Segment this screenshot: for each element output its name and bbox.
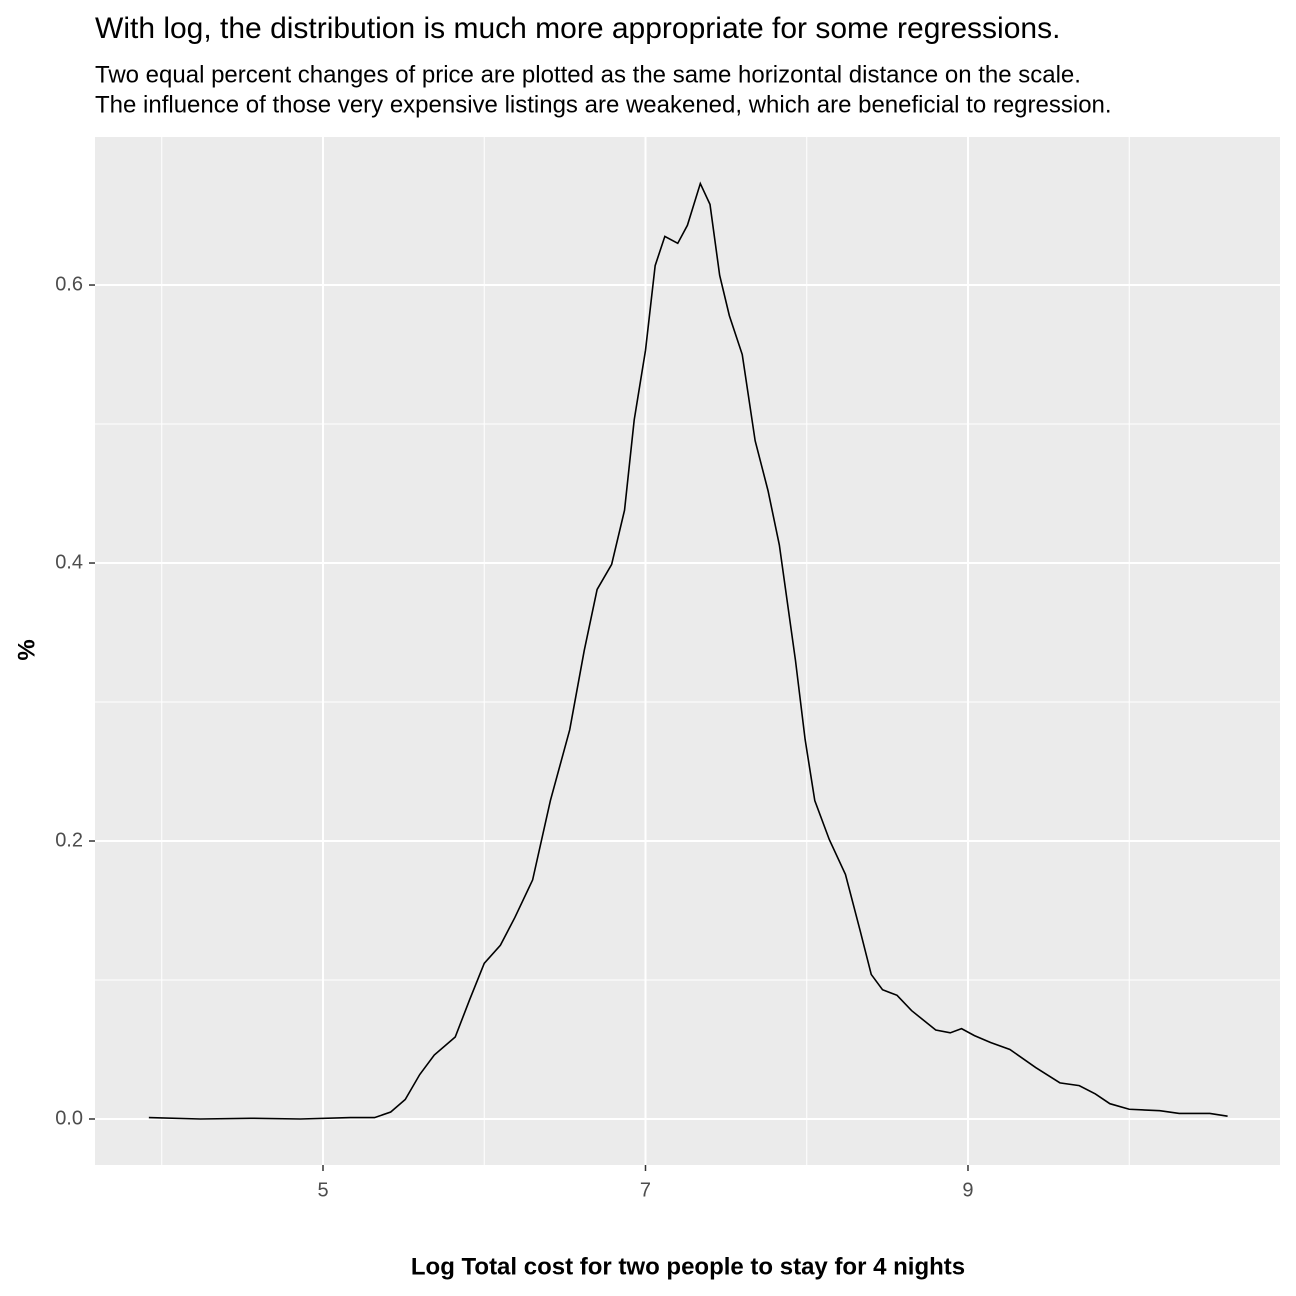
y-tick-label: 0.0: [55, 1107, 83, 1129]
x-tick-label: 5: [317, 1179, 328, 1201]
chart-title: With log, the distribution is much more …: [95, 12, 1060, 45]
y-axis-label: %: [13, 639, 40, 660]
x-axis-label: Log Total cost for two people to stay fo…: [411, 1253, 965, 1280]
chart-subtitle: Two equal percent changes of price are p…: [95, 61, 1081, 88]
x-tick-label: 9: [962, 1179, 973, 1201]
y-tick-label: 0.6: [55, 273, 83, 295]
y-tick-label: 0.2: [55, 829, 83, 851]
density-line: [148, 181, 1228, 1120]
y-tick-label: 0.4: [55, 551, 83, 573]
plot-panel: [95, 137, 1280, 1165]
chart-subtitle: The influence of those very expensive li…: [95, 91, 1112, 118]
x-tick-label: 7: [640, 1179, 651, 1201]
